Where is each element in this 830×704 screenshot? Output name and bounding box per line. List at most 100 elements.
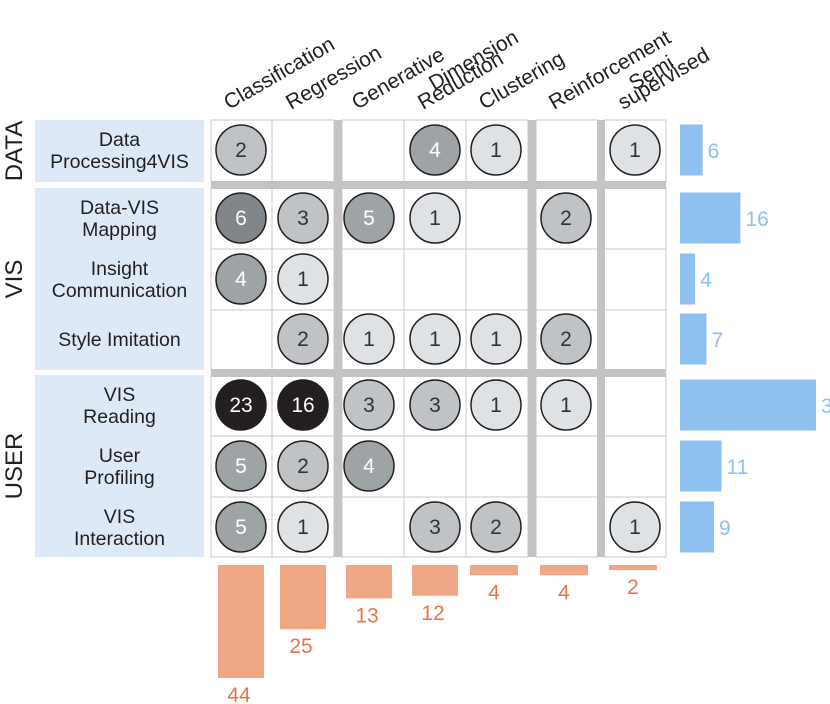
row-total-bar — [680, 124, 703, 176]
column-separator — [597, 120, 605, 557]
value-circle — [470, 313, 522, 365]
value-label: 2 — [297, 328, 309, 351]
column-total-bar — [280, 565, 326, 630]
row-label: Reading — [83, 406, 156, 428]
value-label: 4 — [363, 455, 375, 478]
value-circle — [215, 192, 267, 244]
matrix-cell-bg — [603, 374, 667, 437]
value-circle — [277, 192, 329, 244]
row-label: Interaction — [74, 528, 165, 550]
value-circle — [215, 501, 267, 553]
value-circle — [277, 440, 329, 492]
value-label: 4 — [235, 268, 247, 291]
value-circle — [470, 124, 522, 176]
group-label: DATA — [1, 121, 28, 181]
row-label: Insight — [91, 258, 149, 280]
value-circle — [409, 313, 461, 365]
column-total-label: 25 — [289, 635, 312, 658]
row-total-label: 36 — [821, 395, 830, 418]
row-total-bars: 6 16 4 7 36 11 9 — [680, 124, 830, 553]
value-circle — [215, 124, 267, 176]
value-circle — [215, 440, 267, 492]
value-circle — [215, 379, 267, 431]
matrix-cell-bg — [535, 496, 599, 558]
column-total-bar — [540, 565, 588, 576]
column-total-label: 13 — [355, 604, 378, 627]
value-label: 6 — [235, 207, 247, 230]
value-label: 2 — [235, 139, 247, 162]
matrix-cell-bg — [603, 187, 667, 250]
matrix-cell-bg — [403, 435, 467, 498]
value-circle — [409, 379, 461, 431]
value-circle — [277, 379, 329, 431]
column-total-label: 44 — [227, 684, 251, 704]
value-label: 5 — [235, 455, 247, 478]
value-label: 3 — [429, 516, 441, 539]
column-total-bar — [412, 565, 458, 596]
value-circle — [609, 501, 661, 553]
column-total-bar — [346, 565, 392, 599]
value-label: 1 — [297, 268, 309, 291]
matrix-cell-bg — [535, 248, 599, 311]
matrix-cell-bg — [603, 248, 667, 311]
row-label: Style Imitation — [58, 329, 180, 351]
row-label: Data — [99, 129, 140, 151]
value-circle — [409, 124, 461, 176]
value-label: 4 — [429, 139, 441, 162]
value-circle — [277, 313, 329, 365]
value-label: 5 — [363, 207, 375, 230]
row-total-label: 4 — [700, 269, 712, 292]
matrix-cell-bg — [403, 248, 467, 311]
value-label: 2 — [560, 328, 572, 351]
value-label: 2 — [490, 516, 502, 539]
value-circle — [277, 253, 329, 305]
matrix-cell-bg — [210, 309, 273, 371]
row-label: Communication — [52, 280, 187, 302]
value-circle — [409, 192, 461, 244]
row-total-bar — [680, 192, 741, 244]
matrix-cell-bg — [271, 119, 335, 183]
matrix-cell-bg — [465, 435, 529, 498]
matrix-cell-bg — [603, 309, 667, 371]
value-circle — [470, 379, 522, 431]
value-label: 3 — [297, 207, 309, 230]
row-total-bar — [680, 313, 707, 365]
value-label: 23 — [229, 394, 252, 417]
value-label: 1 — [560, 394, 572, 417]
column-total-bar — [470, 565, 518, 576]
value-label: 1 — [490, 139, 502, 162]
value-circle — [609, 124, 661, 176]
value-label: 3 — [429, 394, 441, 417]
column-total-label: 2 — [627, 576, 639, 599]
row-label: VIS — [104, 506, 135, 528]
row-separator — [211, 369, 666, 377]
row-group-background — [35, 120, 204, 182]
row-label: Profiling — [84, 467, 154, 489]
matrix-cell-bg — [465, 248, 529, 311]
value-label: 5 — [235, 516, 247, 539]
value-label: 1 — [490, 328, 502, 351]
column-total-label: 12 — [421, 602, 444, 625]
row-total-label: 16 — [745, 208, 768, 231]
row-total-label: 11 — [727, 456, 749, 479]
value-label: 1 — [363, 328, 375, 351]
value-circle — [277, 501, 329, 553]
value-circle — [540, 192, 592, 244]
matrix-cell-bg — [341, 496, 405, 558]
column-total-bar — [609, 565, 657, 571]
row-label: Data-VIS — [80, 197, 159, 219]
column-total-label: 4 — [558, 581, 570, 604]
row-total-label: 9 — [719, 517, 731, 540]
matrix-cell-bg — [603, 435, 667, 498]
group-label: VIS — [1, 260, 28, 299]
value-circle — [343, 440, 395, 492]
value-circle — [409, 501, 461, 553]
column-total-bar — [218, 565, 264, 678]
value-circle — [343, 313, 395, 365]
value-label: 1 — [629, 139, 641, 162]
row-group-background — [35, 375, 204, 557]
value-label: 1 — [429, 328, 441, 351]
